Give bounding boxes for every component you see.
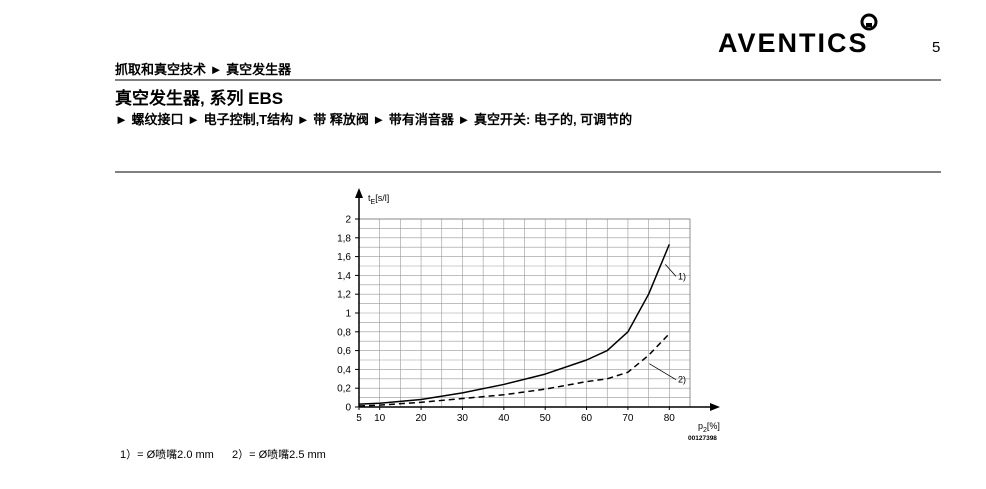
figure-code: 00127398 [688,435,717,442]
x-axis-label-part: 2 [703,427,707,434]
logo-icon [860,13,878,31]
y-axis-label-part: E [371,199,376,206]
curve [358,244,671,405]
x-axis-label: p2[%] [698,421,720,434]
title: 真空发生器, 系列 EBS [115,88,283,108]
x-tick-label: 60 [581,413,593,424]
y-axis-arrow [355,188,363,198]
x-axis-label-part: p [698,421,703,431]
logo: AVENTICS [718,28,869,58]
y-axis-label: tE[s/l] [368,193,389,206]
breadcrumb: 抓取和真空技术 ► 真空发生器 [115,62,292,77]
x-tick-label: 80 [664,413,676,424]
x-tick-label: 20 [416,413,428,424]
y-tick-label: 1,6 [337,252,351,263]
leader-line [649,363,677,381]
x-tick-label: 50 [540,413,552,424]
curve [358,333,670,407]
y-axis-label-part: [s/l] [375,193,389,203]
curve-label: 2) [678,375,686,385]
y-axis-label-part: t [368,193,371,203]
y-tick-label: 2 [345,215,351,226]
x-tick-label: 10 [374,413,386,424]
x-tick-label: 5 [356,413,362,424]
x-axis-arrow [710,403,720,411]
x-tick-label: 30 [457,413,469,424]
y-tick-label: 0,4 [337,365,351,376]
y-tick-label: 0,2 [337,384,351,395]
leader-line [665,264,677,277]
chart: 5 10 20 30 40 50 60 70 80 0 0,2 0,4 0,6 0,8 1 1,2 1,4 1,6… [337,188,720,442]
y-tick-label: 0 [345,403,351,414]
page-number: 5 [932,39,940,56]
y-tick-label: 1 [345,309,351,320]
y-tick-label: 1,4 [337,271,351,282]
subtitle: ► 螺纹接口 ► 电子控制,T结构 ► 带 释放阀 ► 带有消音器 ► 真空开关… [115,112,632,127]
footnote: 2）= Ø喷嘴2.5 mm [232,448,326,461]
y-tick-label: 0,8 [337,327,351,338]
y-tick-label: 1,2 [337,290,351,301]
x-tick-label: 70 [622,413,634,424]
footnote: 1）= Ø喷嘴2.0 mm [120,448,214,461]
curve-label: 1) [678,271,686,281]
y-tick-label: 1,8 [337,233,351,244]
x-tick-label: 40 [498,413,510,424]
x-axis-label-part: [%] [707,421,720,431]
logo-icon [866,23,872,27]
y-tick-label: 0,6 [337,346,351,357]
